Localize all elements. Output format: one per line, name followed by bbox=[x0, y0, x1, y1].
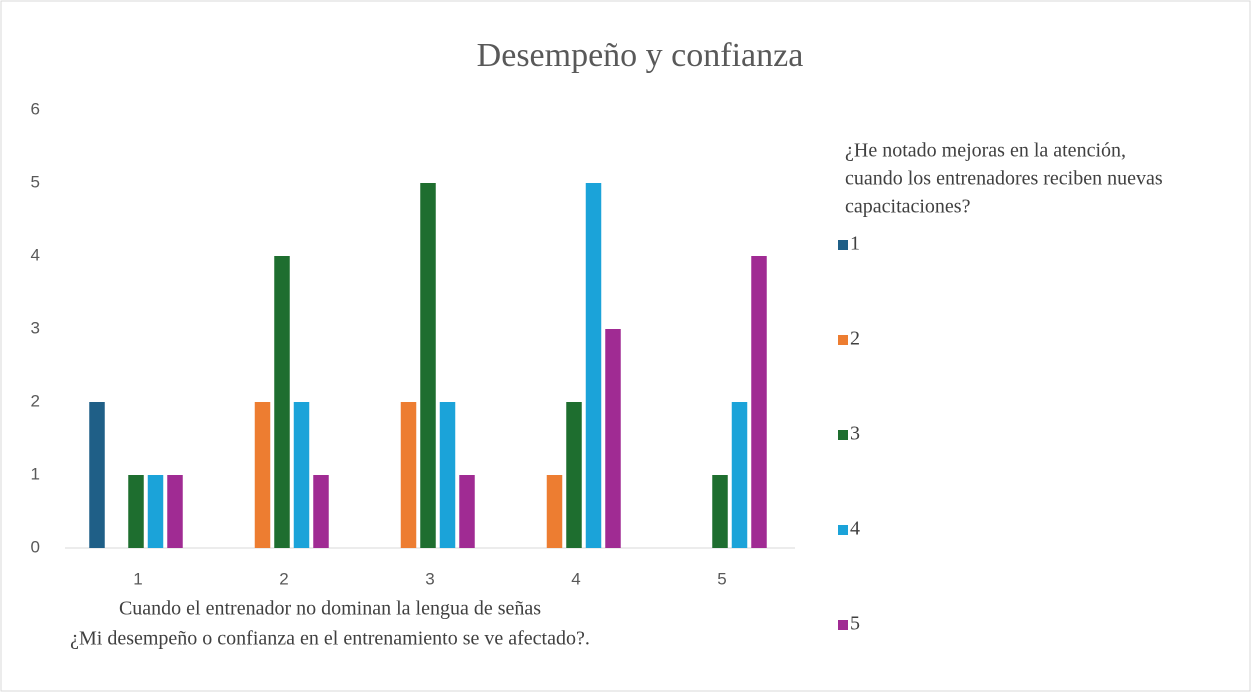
x-tick-label: 4 bbox=[571, 569, 580, 588]
legend-label: 1 bbox=[850, 233, 860, 255]
y-tick-label: 0 bbox=[31, 537, 40, 556]
bar bbox=[439, 402, 456, 548]
legend-swatch bbox=[838, 430, 848, 440]
x-tick-label: 2 bbox=[279, 569, 288, 588]
bar bbox=[254, 402, 271, 548]
legend-label: 5 bbox=[850, 613, 860, 635]
legend-title: cuando los entrenadores reciben nuevas bbox=[845, 168, 1163, 190]
bar bbox=[566, 402, 582, 548]
y-tick-label: 4 bbox=[31, 245, 40, 264]
bar bbox=[459, 475, 475, 548]
bar bbox=[712, 475, 728, 548]
bar bbox=[128, 475, 144, 548]
legend-swatch bbox=[838, 335, 848, 345]
bar bbox=[605, 329, 621, 548]
bar bbox=[274, 256, 290, 548]
legend-title: capacitaciones? bbox=[845, 196, 971, 218]
x-tick-label: 1 bbox=[133, 569, 142, 588]
x-axis-title: ¿Mi desempeño o confianza en el entrenam… bbox=[70, 628, 590, 650]
legend-title: ¿He notado mejoras en la atención, bbox=[845, 140, 1126, 162]
x-tick-label: 5 bbox=[717, 569, 726, 588]
y-tick-label: 5 bbox=[31, 172, 40, 191]
y-tick-label: 6 bbox=[31, 99, 40, 118]
bar bbox=[167, 475, 183, 548]
y-tick-label: 1 bbox=[31, 464, 40, 483]
legend-label: 2 bbox=[850, 328, 860, 350]
bar bbox=[731, 402, 748, 548]
bar bbox=[147, 475, 164, 548]
legend-label: 3 bbox=[850, 423, 860, 445]
legend-label: 4 bbox=[850, 518, 860, 540]
bar bbox=[293, 402, 310, 548]
bar bbox=[420, 183, 436, 548]
legend-swatch bbox=[838, 525, 848, 535]
chart-title: Desempeño y confianza bbox=[477, 37, 804, 74]
legend-swatch bbox=[838, 240, 848, 250]
x-axis-title: Cuando el entrenador no dominan la lengu… bbox=[119, 598, 541, 620]
legend-swatch bbox=[838, 620, 848, 630]
bar bbox=[313, 475, 329, 548]
bar bbox=[585, 183, 602, 548]
x-tick-label: 3 bbox=[425, 569, 434, 588]
bar bbox=[546, 475, 563, 548]
y-tick-label: 3 bbox=[31, 318, 40, 337]
bar bbox=[89, 402, 105, 548]
bar bbox=[400, 402, 417, 548]
y-tick-label: 2 bbox=[31, 391, 40, 410]
bar bbox=[751, 256, 767, 548]
